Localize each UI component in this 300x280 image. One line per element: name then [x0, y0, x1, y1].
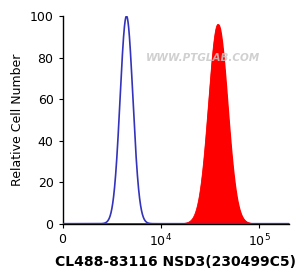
- X-axis label: CL488-83116 NSD3(230499C5): CL488-83116 NSD3(230499C5): [55, 255, 296, 269]
- Text: WWW.PTGLAB.COM: WWW.PTGLAB.COM: [146, 53, 260, 63]
- Y-axis label: Relative Cell Number: Relative Cell Number: [11, 54, 24, 186]
